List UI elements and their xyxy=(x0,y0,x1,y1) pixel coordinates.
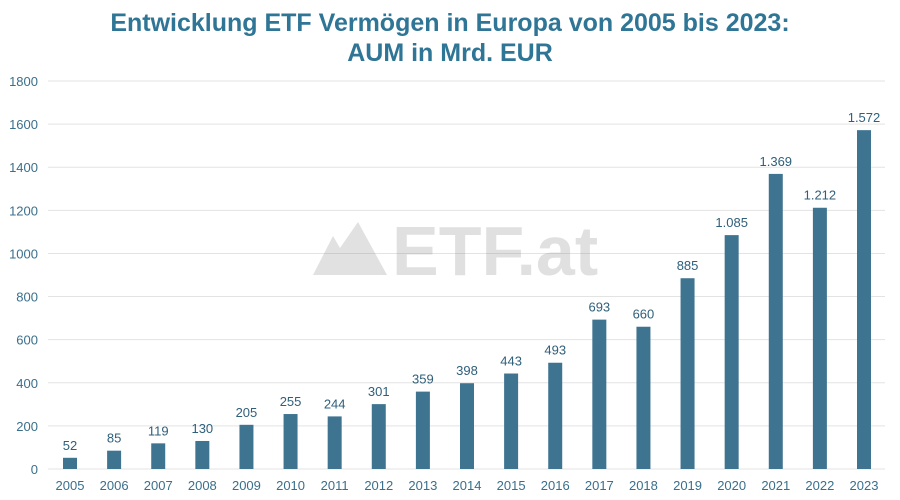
data-label: 301 xyxy=(368,384,390,399)
x-tick-label: 2006 xyxy=(100,478,129,493)
bar xyxy=(239,424,254,469)
x-tick-label: 2011 xyxy=(321,478,349,493)
watermark-logo: ETF.at xyxy=(313,212,598,290)
x-tick-label: 2010 xyxy=(276,478,305,493)
chart-title: Entwicklung ETF Vermögen in Europa von 2… xyxy=(0,8,900,68)
data-label: 255 xyxy=(280,394,302,409)
x-tick-label: 2017 xyxy=(585,478,614,493)
x-tick-label: 2016 xyxy=(541,478,570,493)
bar xyxy=(107,450,122,469)
y-tick-label: 400 xyxy=(16,376,38,391)
y-tick-label: 800 xyxy=(16,290,38,305)
bar xyxy=(195,440,210,469)
data-label: 1.212 xyxy=(804,188,837,203)
data-label: 359 xyxy=(412,372,434,387)
data-label: 205 xyxy=(236,405,258,420)
x-tick-label: 2008 xyxy=(188,478,217,493)
x-tick-label: 2019 xyxy=(673,478,702,493)
data-label: 119 xyxy=(148,423,169,438)
data-label: 693 xyxy=(588,300,610,315)
x-tick-label: 2012 xyxy=(364,478,393,493)
bar xyxy=(680,278,695,469)
bar xyxy=(151,443,166,469)
mountain-icon xyxy=(313,222,387,275)
x-tick-label: 2007 xyxy=(144,478,173,493)
x-tick-label: 2023 xyxy=(850,478,879,493)
y-tick-label: 1400 xyxy=(9,160,38,175)
bar xyxy=(327,416,342,469)
x-tick-label: 2021 xyxy=(761,478,790,493)
watermark-text: ETF.at xyxy=(392,212,598,290)
data-label: 1.085 xyxy=(715,215,748,230)
y-tick-label: 200 xyxy=(16,419,38,434)
data-label: 85 xyxy=(107,431,121,446)
bar xyxy=(283,414,298,469)
bar xyxy=(812,207,827,469)
bar xyxy=(371,404,386,469)
data-label: 1.572 xyxy=(848,110,881,125)
y-tick-label: 1000 xyxy=(9,246,38,261)
data-label: 398 xyxy=(456,363,478,378)
data-label: 52 xyxy=(63,438,77,453)
x-tick-label: 2009 xyxy=(232,478,261,493)
data-label: 244 xyxy=(324,396,346,411)
chart-title-line2: AUM in Mrd. EUR xyxy=(347,39,553,67)
y-tick-label: 600 xyxy=(16,333,38,348)
bar xyxy=(415,391,430,469)
y-tick-label: 1600 xyxy=(9,117,38,132)
data-label: 660 xyxy=(633,307,655,322)
bar xyxy=(548,362,563,469)
bar xyxy=(592,319,607,469)
bar xyxy=(63,457,77,469)
bar xyxy=(724,235,739,469)
x-tick-label: 2014 xyxy=(453,478,482,493)
y-tick-label: 0 xyxy=(31,462,38,477)
bar xyxy=(857,130,871,469)
bar xyxy=(460,383,474,469)
x-tick-label: 2020 xyxy=(717,478,746,493)
y-tick-label: 1800 xyxy=(9,74,38,89)
x-tick-label: 2005 xyxy=(56,478,85,493)
data-label: 130 xyxy=(191,421,213,436)
x-tick-label: 2018 xyxy=(629,478,658,493)
bar xyxy=(636,326,651,469)
data-label: 1.369 xyxy=(760,154,793,169)
bar xyxy=(768,173,783,469)
data-label: 443 xyxy=(500,354,522,369)
y-tick-label: 1200 xyxy=(9,203,38,218)
data-label: 493 xyxy=(544,343,566,358)
data-label: 885 xyxy=(677,258,699,273)
bar xyxy=(504,373,519,469)
x-tick-label: 2013 xyxy=(408,478,437,493)
x-tick-label: 2015 xyxy=(497,478,526,493)
chart-title-line1: Entwicklung ETF Vermögen in Europa von 2… xyxy=(110,9,790,37)
x-tick-label: 2022 xyxy=(805,478,834,493)
